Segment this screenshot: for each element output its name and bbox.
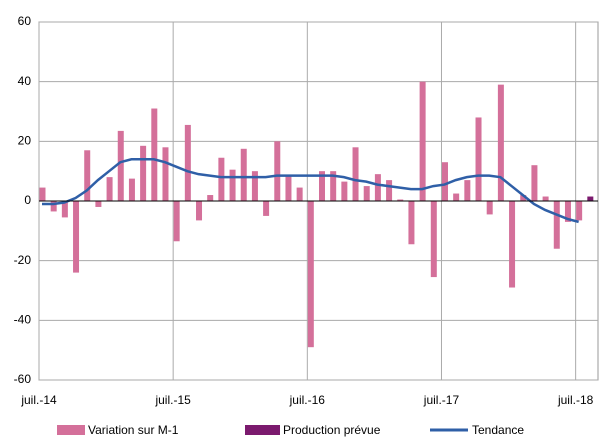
y-tick-label: -20 [14, 253, 32, 267]
bar [374, 174, 381, 201]
bar [330, 171, 337, 201]
bar [263, 201, 270, 216]
bar [363, 186, 370, 201]
bar [352, 147, 359, 201]
y-tick-label: -40 [14, 313, 32, 327]
bar [218, 157, 225, 201]
legend-swatch [245, 425, 280, 435]
x-tick-label: juil.-15 [154, 393, 191, 407]
bar [408, 201, 415, 245]
bar [196, 201, 203, 221]
bar [307, 201, 314, 348]
x-tick-label: juil.-18 [557, 393, 594, 407]
y-tick-label: -60 [14, 372, 32, 386]
bar [441, 162, 448, 201]
y-tick-label: 40 [18, 74, 32, 88]
y-tick-label: 20 [18, 134, 32, 148]
x-tick-label: juil.-14 [20, 393, 57, 407]
bar [151, 108, 158, 201]
bar [419, 81, 426, 201]
trend-line [42, 157, 579, 224]
legend-label: Variation sur M-1 [88, 423, 179, 437]
bar [509, 201, 516, 288]
legend-label: Tendance [472, 423, 524, 437]
bar [251, 171, 258, 201]
bar [140, 145, 147, 201]
x-tick-label: juil.-17 [423, 393, 460, 407]
y-tick-label: 0 [24, 193, 31, 207]
bar [61, 201, 68, 218]
bar [531, 165, 538, 201]
bar [106, 177, 113, 201]
bar [341, 181, 348, 201]
bar [475, 117, 482, 201]
legend-label: Production prévue [283, 423, 381, 437]
bar [564, 201, 571, 222]
bar [95, 201, 102, 207]
bar [274, 141, 281, 201]
bar [128, 178, 135, 201]
bar [162, 147, 169, 201]
bar [229, 169, 236, 201]
bar [486, 201, 493, 215]
bar [296, 187, 303, 201]
bar [430, 201, 437, 278]
bar [386, 180, 393, 201]
legend-swatch [57, 425, 85, 435]
bar [39, 187, 46, 201]
bar [173, 201, 180, 242]
bar [520, 195, 527, 201]
bar [464, 180, 471, 201]
bar [184, 124, 191, 201]
bar [117, 130, 124, 201]
bar [542, 196, 549, 201]
bar [240, 148, 247, 201]
y-tick-label: 60 [18, 14, 32, 28]
bar [587, 196, 594, 201]
bar [576, 201, 583, 221]
bar [497, 84, 504, 201]
bar [50, 201, 57, 212]
bar [84, 150, 91, 201]
bar [73, 201, 80, 273]
bar [453, 193, 460, 201]
x-tick-label: juil.-16 [289, 393, 326, 407]
bar [285, 175, 292, 201]
bar [319, 171, 325, 201]
bar [397, 199, 404, 201]
bar [207, 195, 214, 201]
bar [553, 201, 560, 249]
